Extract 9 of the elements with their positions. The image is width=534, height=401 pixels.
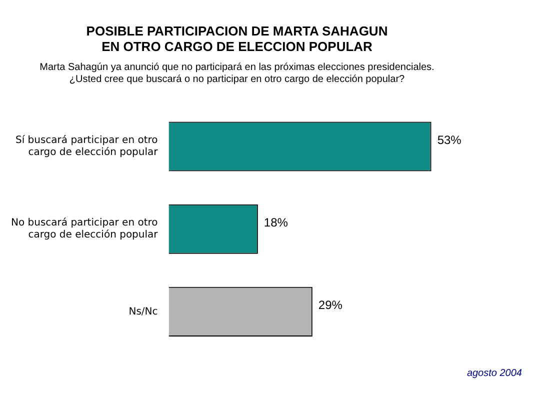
chart-subtitle: Marta Sahagún ya anunció que no participará en las próximas elecciones presidenciales. ¿Usted cree que buscará o no participar en otro cargo de elección popular? (40, 62, 434, 85)
chart-title: POSIBLE PARTICIPACION DE MARTA SAHAGUN EN OTRO CARGO DE ELECCION POPULAR (86, 23, 388, 54)
y-tick-label: Ns/Nc (128, 306, 158, 318)
data-label: 29% (318, 298, 343, 312)
data-label: 18% (264, 215, 288, 230)
y-tick-label: Sí buscará participar en otro cargo de elección popular (15, 135, 159, 158)
y-tick-label: No buscará participar en otro cargo de elección popular (10, 218, 159, 241)
text: agosto 2004 (466, 368, 523, 379)
data-label: 53% (437, 132, 462, 147)
